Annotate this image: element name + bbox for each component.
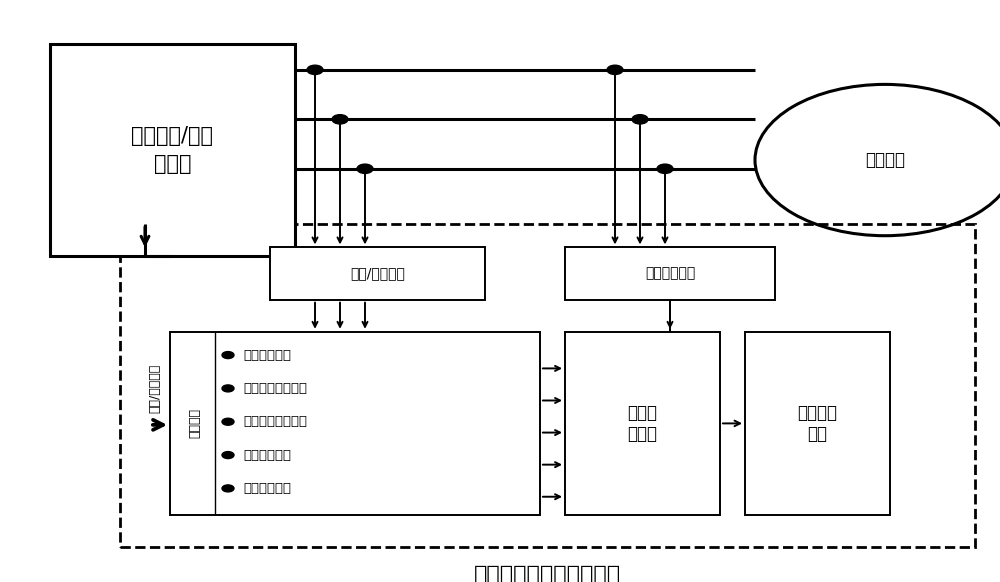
- Text: 通讯/超控接口: 通讯/超控接口: [148, 364, 162, 413]
- Text: 其他拓展算法: 其他拓展算法: [243, 482, 291, 495]
- Text: 系统保护算法: 系统保护算法: [243, 449, 291, 462]
- Bar: [565, 247, 775, 300]
- Text: 储能元件网络: 储能元件网络: [645, 267, 695, 281]
- Circle shape: [657, 164, 673, 173]
- Circle shape: [632, 115, 648, 124]
- Bar: [565, 332, 720, 515]
- Text: 轻量级
逆变器: 轻量级 逆变器: [628, 404, 658, 443]
- Text: 传统通用/专用
变频器: 传统通用/专用 变频器: [132, 126, 214, 174]
- Circle shape: [307, 65, 323, 74]
- Bar: [120, 224, 975, 547]
- Circle shape: [332, 115, 348, 124]
- Circle shape: [222, 385, 234, 392]
- Text: 系统健康监测算法: 系统健康监测算法: [243, 415, 307, 428]
- Text: 多功能电机驱动辅助装置: 多功能电机驱动辅助装置: [474, 565, 621, 582]
- Text: 电压/电流检测: 电压/电流检测: [350, 267, 405, 281]
- Bar: [745, 332, 890, 515]
- Text: 谐波抑制算法: 谐波抑制算法: [243, 349, 291, 361]
- Bar: [50, 44, 295, 256]
- Text: 转子位置观测算法: 转子位置观测算法: [243, 382, 307, 395]
- Bar: [170, 332, 540, 515]
- Circle shape: [222, 352, 234, 359]
- Circle shape: [357, 164, 373, 173]
- Bar: [270, 247, 485, 300]
- Circle shape: [222, 485, 234, 492]
- Text: 交流电机: 交流电机: [865, 151, 905, 169]
- Circle shape: [222, 418, 234, 425]
- Circle shape: [607, 65, 623, 74]
- Circle shape: [222, 452, 234, 459]
- Text: 控制单元: 控制单元: [188, 409, 202, 438]
- Text: 直流储能
元件: 直流储能 元件: [798, 404, 838, 443]
